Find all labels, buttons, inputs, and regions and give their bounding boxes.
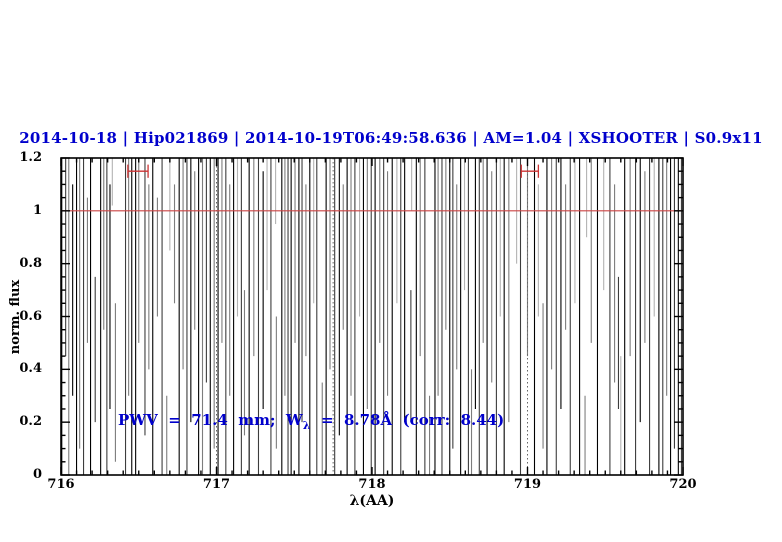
x-axis-label: λ(AA) (349, 493, 395, 509)
y-tick-label: 0.6 (19, 308, 42, 324)
x-tick-label: 719 (513, 477, 542, 492)
annotation-suffix: = 8.78Å (corr: 8.44) (310, 411, 505, 429)
y-tick-label: 1 (32, 202, 42, 218)
x-tick-label: 720 (669, 477, 697, 492)
pwv-annotation: PWV = 71.4 mm; Wλ = 8.78Å (corr: 8.44) (118, 411, 504, 432)
plot-title: 2014-10-18 | Hip021869 | 2014-10-19T06:4… (19, 129, 763, 147)
y-tick-label: 0.8 (19, 255, 42, 271)
lambda-subscript: λ (302, 419, 311, 432)
y-tick-label: 0.2 (19, 414, 42, 430)
x-tick-label: 717 (202, 477, 231, 492)
y-tick-label: 0.4 (19, 361, 42, 377)
annotation-prefix: PWV = 71.4 mm; W (118, 411, 303, 429)
x-tick-label: 718 (358, 477, 386, 492)
y-tick-label: 1.2 (19, 150, 42, 165)
x-tick-label: 716 (47, 477, 75, 492)
y-tick-label: 0 (32, 467, 42, 482)
